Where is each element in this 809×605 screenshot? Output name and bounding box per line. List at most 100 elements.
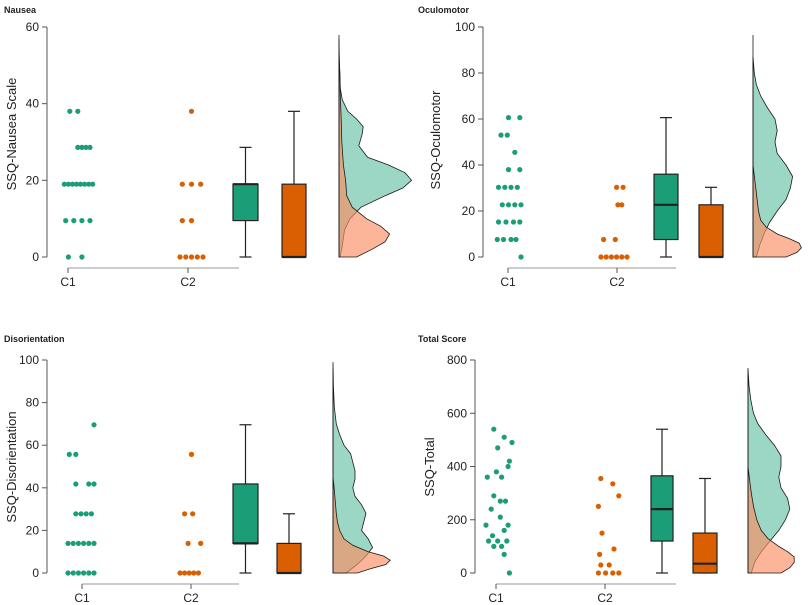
y-tick-label: 0 [32,566,39,580]
data-point-c1 [503,219,509,225]
data-point-c1 [505,115,512,121]
data-point-c1 [86,181,92,187]
y-tick-label: 0 [460,566,467,580]
box-c2 [281,183,307,258]
plot-area-disorientation: 0 20 40 60 80 100 C1 C2 [19,353,391,605]
y-tick-label: 400 [447,460,467,474]
data-point-c2 [183,254,189,260]
density-cloud-c2 [752,164,802,258]
data-point-c1 [88,511,94,517]
y-axis-label: SSQ-Total [422,437,437,496]
data-point-c1 [510,219,517,225]
data-point-c1 [493,469,499,475]
data-point-c1 [66,451,72,457]
data-point-c2 [619,202,625,208]
x-tick-label: C2 [609,275,625,289]
data-point-c1 [517,167,523,173]
data-point-c1 [91,422,97,428]
data-point-c1 [499,474,505,480]
y-axis-label: SSQ-Oculomotor [428,90,443,190]
y-tick-label: 100 [455,20,475,34]
data-point-c1 [91,540,97,547]
data-point-c1 [82,181,88,187]
data-point-c2 [595,570,602,576]
y-tick-label: 200 [447,513,467,527]
box-c1 [232,483,259,544]
panel-nausea: Nausea SSQ-Nausea Scale 0 20 40 60 C1 C2 [4,5,413,289]
data-point-c2 [191,570,197,576]
data-point-c1 [79,144,85,150]
data-point-c1 [86,540,92,547]
data-point-c2 [616,493,622,499]
data-point-c2 [614,184,620,190]
data-point-c1 [512,202,518,208]
data-point-c1 [90,181,96,187]
data-point-c1 [513,236,519,243]
panel-disorientation: Disorientation SSQ-Disorientation 0 20 40 6… [4,334,391,605]
y-tick-label: 100 [19,353,39,367]
data-point-c1 [499,543,505,550]
data-point-c1 [518,254,524,260]
panel-title: Oculomotor [418,5,469,15]
data-point-c2 [195,570,201,576]
data-point-c1 [61,181,67,187]
y-tick-label: 0 [32,250,39,264]
box-c2 [698,204,724,258]
data-point-c1 [491,493,497,499]
data-point-c1 [501,551,507,558]
data-point-c2 [200,254,206,260]
data-point-c1 [506,458,512,464]
data-point-c1 [65,254,71,260]
data-point-c2 [177,570,183,576]
data-point-c1 [70,570,76,576]
panel-title: Nausea [4,5,37,15]
x-tick-label: C2 [180,275,196,289]
density-cloud-c2 [332,477,391,574]
panel-total-score: Total Score SSQ-Total 0 200 400 600 800 C1 C2 [418,334,795,605]
data-point-c2 [188,451,195,457]
data-point-c1 [83,511,89,517]
data-point-c1 [79,254,85,260]
data-point-c1 [75,108,81,114]
data-point-c2 [198,540,204,547]
box-c1 [653,173,679,241]
x-tick-label: C1 [500,275,516,289]
data-point-c1 [517,115,523,121]
x-tick-label: C1 [74,591,90,605]
y-tick-label: 40 [26,97,40,111]
data-point-c1 [65,181,71,187]
data-point-c1 [87,218,93,224]
data-point-c2 [182,511,188,517]
data-point-c1 [70,540,76,547]
panel-title: Total Score [418,334,466,344]
y-tick-label: 80 [26,396,40,410]
data-point-c2 [188,254,195,260]
data-point-c1 [517,219,523,225]
density-cloud-c2 [747,466,795,574]
data-point-c1 [502,184,508,190]
data-point-c2 [615,202,621,208]
data-point-c2 [610,481,616,487]
data-point-c2 [603,570,609,576]
box-c2 [276,542,302,574]
data-point-c2 [624,254,630,260]
data-point-c1 [77,181,84,187]
data-point-c1 [500,236,507,243]
data-point-c1 [69,181,76,187]
data-point-c2 [611,546,617,552]
density-cloud-c2 [338,53,391,258]
data-point-c1 [504,132,510,138]
data-point-c1 [491,543,497,550]
data-point-c1 [509,439,515,446]
y-axis-label: SSQ-Nausea Scale [4,78,19,191]
data-point-c2 [188,218,195,224]
data-point-c2 [614,254,620,260]
data-point-c2 [606,562,612,568]
data-point-c1 [65,570,71,576]
data-point-c1 [87,144,93,150]
data-point-c1 [504,538,510,544]
data-point-c2 [598,254,604,260]
density-cloud-c1 [332,362,374,574]
data-point-c1 [498,132,504,138]
data-point-c1 [86,481,92,487]
